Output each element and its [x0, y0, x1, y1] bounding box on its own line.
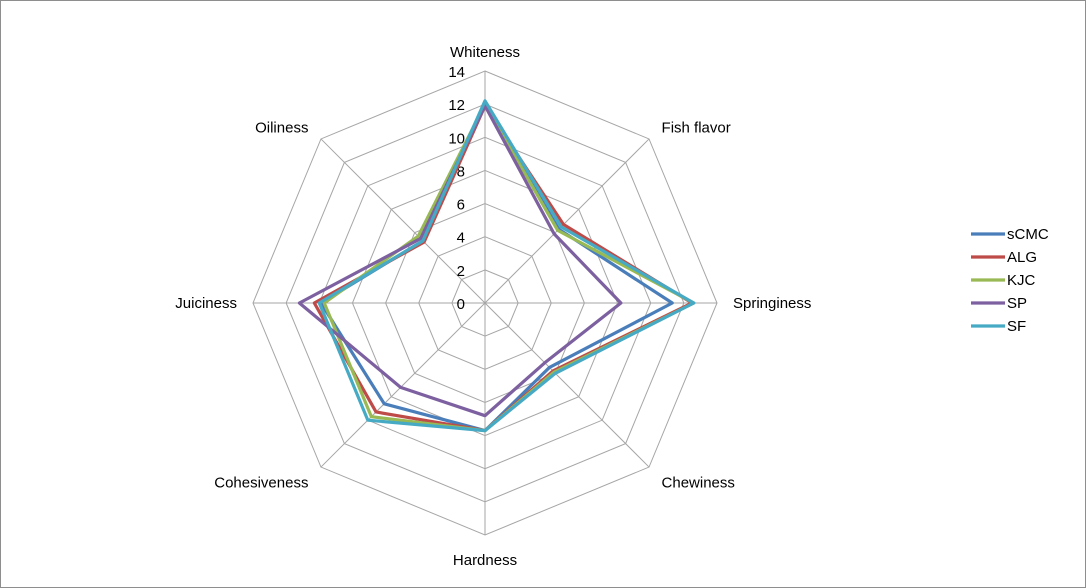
tick-label-6: 6	[457, 197, 465, 214]
tick-label-4: 4	[457, 230, 465, 247]
tick-label-14: 14	[448, 64, 465, 81]
spoke-chewiness	[484, 302, 650, 468]
tick-label-2: 2	[457, 263, 465, 280]
tick-label-12: 12	[448, 97, 465, 114]
radial-tick-labels: 0 2 4 6 8 10 12 14	[448, 64, 465, 313]
axis-label-cohesiveness: Cohesiveness	[214, 475, 308, 492]
tick-label-10: 10	[448, 130, 465, 147]
series-sf	[317, 99, 696, 433]
grid	[252, 70, 718, 536]
legend-label-kjc: KJC	[1007, 272, 1036, 289]
axis-label-fish-flavor: Fish flavor	[662, 119, 731, 136]
spoke-oiliness	[320, 138, 486, 304]
axis-label-oiliness: Oiliness	[255, 119, 308, 136]
legend-label-alg: ALG	[1007, 249, 1037, 266]
legend: sCMC ALG KJC SP SF	[971, 226, 1049, 335]
axis-label-whiteness: Whiteness	[450, 44, 520, 61]
spoke-cohesiveness	[320, 302, 486, 468]
legend-label-scmc: sCMC	[1007, 226, 1049, 243]
tick-label-8: 8	[457, 163, 465, 180]
series	[297, 99, 696, 433]
axis-label-juiciness: Juiciness	[175, 295, 237, 312]
axis-labels: Whiteness Fish flavor Springiness Chewiness…	[175, 44, 811, 569]
axis-label-hardness: Hardness	[453, 552, 517, 569]
axis-label-springiness: Springiness	[733, 295, 811, 312]
legend-label-sp: SP	[1007, 295, 1027, 312]
tick-label-0: 0	[457, 296, 465, 313]
axis-label-chewiness: Chewiness	[662, 475, 735, 492]
legend-label-sf: SF	[1007, 318, 1026, 335]
spoke-fish-flavor	[484, 138, 650, 304]
series-sp	[297, 104, 623, 418]
